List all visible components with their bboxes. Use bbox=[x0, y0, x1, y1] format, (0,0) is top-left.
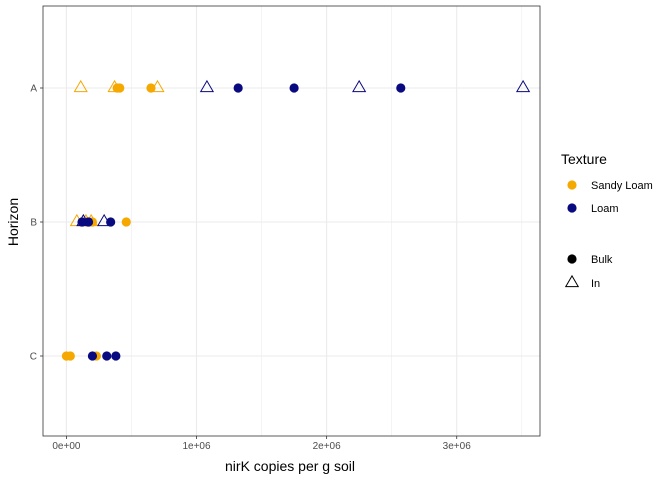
data-point-in bbox=[97, 213, 112, 227]
data-point-bulk bbox=[396, 83, 406, 93]
data-point-bulk bbox=[289, 83, 299, 93]
legend-label: Bulk bbox=[591, 254, 613, 266]
x-tick-label: 2e+06 bbox=[313, 441, 342, 452]
data-point-bulk bbox=[87, 351, 98, 361]
x-tick-label: 1e+06 bbox=[182, 441, 211, 452]
data-point-in bbox=[199, 79, 215, 93]
y-tick-label: C bbox=[30, 352, 37, 363]
panel-border bbox=[42, 5, 541, 437]
data-point-bulk bbox=[146, 83, 156, 93]
data-point-bulk bbox=[121, 217, 131, 227]
legend: Texture Sandy Loam Loam Bulk In bbox=[561, 151, 653, 290]
data-point-in bbox=[76, 213, 91, 227]
legend-key-color bbox=[567, 180, 577, 190]
x-axis-title: nirK copies per g soil bbox=[225, 458, 355, 474]
data-point-bulk bbox=[102, 351, 112, 361]
data-point-bulk bbox=[106, 217, 116, 227]
legend-key-shape bbox=[564, 274, 580, 288]
legend-label: Loam bbox=[591, 203, 619, 215]
y-tick-label: A bbox=[30, 84, 37, 95]
data-point-bulk bbox=[111, 351, 121, 361]
y-tick-label: B bbox=[30, 218, 37, 229]
major-gridlines bbox=[43, 6, 540, 436]
minor-gridlines bbox=[131, 6, 523, 436]
data-point-bulk bbox=[65, 351, 75, 361]
y-axis-title: Horizon bbox=[5, 198, 21, 246]
legend-label: In bbox=[591, 278, 600, 290]
data-points bbox=[61, 79, 531, 361]
legend-label: Sandy Loam bbox=[591, 180, 653, 192]
legend-title: Texture bbox=[561, 151, 607, 167]
data-point-in bbox=[73, 79, 88, 93]
legend-key-shape bbox=[567, 254, 577, 264]
x-axis-ticks: 0e+00 1e+06 2e+06 3e+06 bbox=[52, 436, 471, 452]
data-point-in bbox=[107, 79, 122, 93]
data-point-in bbox=[515, 79, 531, 93]
data-point-bulk bbox=[233, 83, 243, 93]
data-point-bulk bbox=[77, 217, 87, 227]
x-tick-label: 3e+06 bbox=[443, 441, 472, 452]
data-point-in bbox=[352, 79, 367, 93]
data-point-in bbox=[150, 79, 165, 93]
x-tick-label: 0e+00 bbox=[52, 441, 81, 452]
legend-key-color bbox=[567, 203, 577, 213]
y-axis-ticks: C B A bbox=[30, 84, 43, 363]
